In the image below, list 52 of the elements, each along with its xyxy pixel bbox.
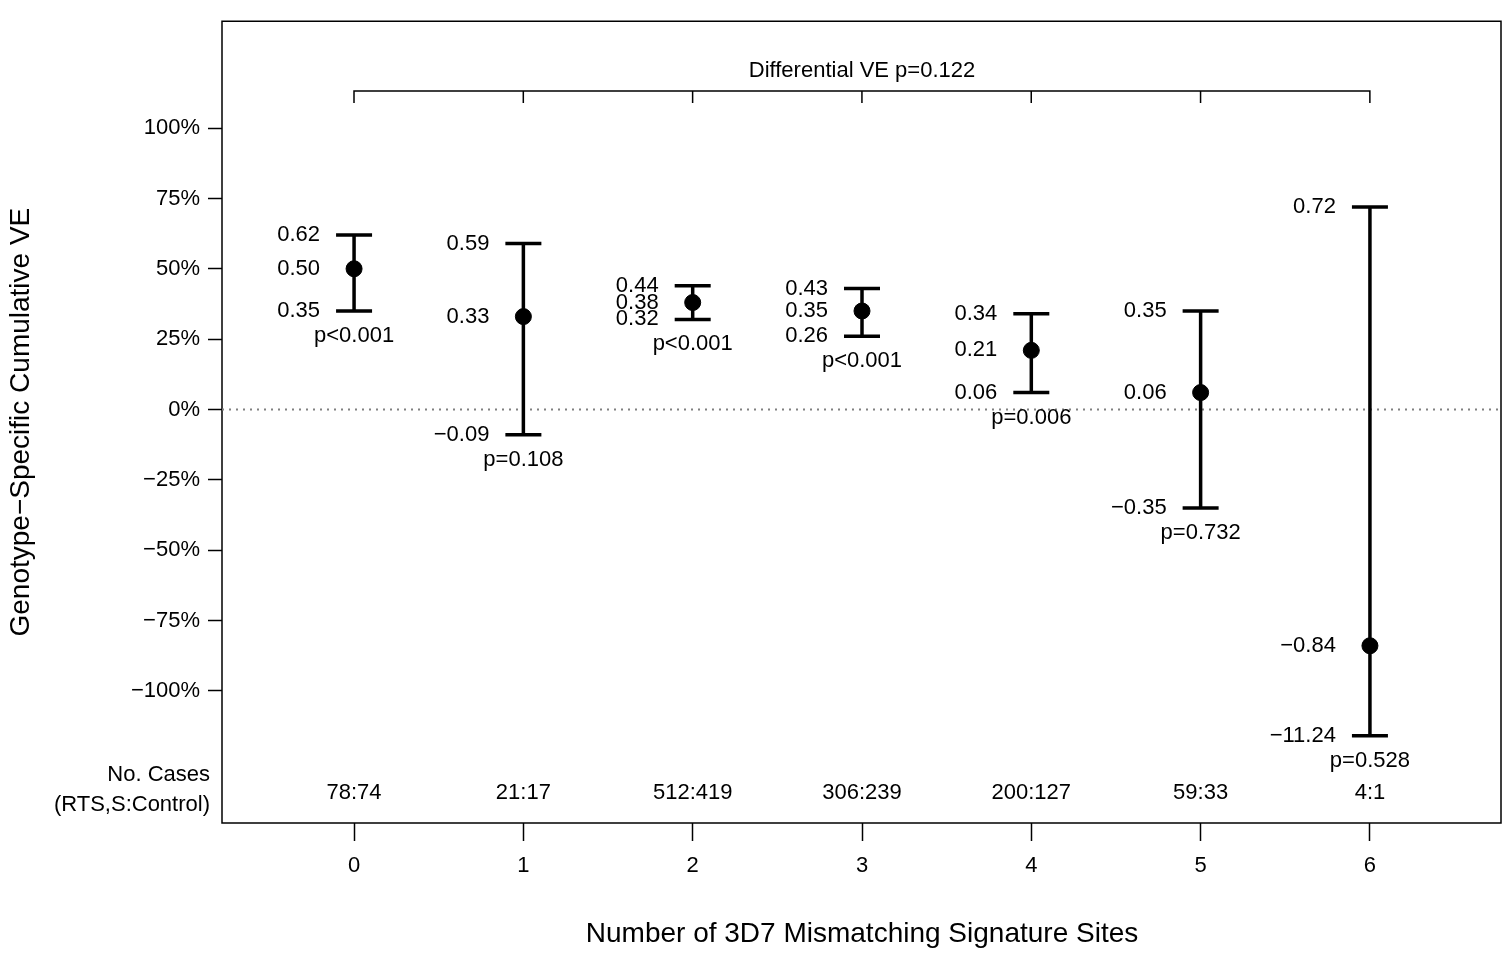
annotation: 0.35 [277,297,321,323]
annotation: 0.35 [1123,297,1167,323]
data-label: 0.35 [785,297,828,323]
annotation: 0.06 [954,378,998,404]
annotation: 59:33 [1173,779,1229,805]
x-tick-label: 0 [347,852,361,878]
y-axis-title: Genotype−Specific Cumulative VE [3,207,35,637]
annotation: 0.34 [954,299,998,325]
x-tick-label: 1 [517,852,530,878]
annotation: p<0.001 [652,330,733,356]
annotation: p<0.001 [821,347,903,373]
annotation: 21:17 [495,779,551,805]
y-tick-label: −100% [130,676,200,702]
annotation: 0.72 [1293,192,1336,218]
y-tick-label: −75% [143,606,200,632]
annotation: p<0.001 [313,322,395,348]
x-tick-label: 2 [686,852,699,878]
annotation: 512:419 [652,779,733,805]
x-tick-label: 4 [1025,852,1038,878]
annotation: 4:1 [1354,779,1386,805]
annotation: 0.59 [446,229,490,255]
y-tick-label: 50% [155,254,200,280]
annotation: 200:127 [991,779,1072,805]
annotation: 78:74 [326,779,382,805]
data-label: 0.33 [446,302,490,328]
annotation: Differential VE p=0.122 [748,57,976,83]
y-tick-label: −25% [143,465,200,491]
annotation: −11.24 [1269,721,1336,747]
annotation: p=0.528 [1329,746,1411,772]
x-tick-label: 3 [855,852,869,878]
y-tick-label: 25% [155,325,200,351]
y-tick-label: 75% [155,184,200,210]
annotation: 0.43 [785,274,828,300]
x-tick-label: 5 [1194,852,1207,878]
annotation: p=0.732 [1160,518,1241,544]
data-label: −0.84 [1280,631,1336,657]
data-label: 0.50 [277,254,321,280]
x-axis-title: Number of 3D7 Mismatching Signature Sites [585,916,1139,948]
y-tick-label: −50% [143,536,200,562]
x-tick-label: 6 [1363,852,1377,878]
data-label: 0.06 [1123,378,1167,404]
annotation: 0.26 [785,322,828,348]
y-tick-label: 0% [168,395,200,421]
y-tick-label: 100% [143,114,200,140]
text: No. Cases (RTS,S:Control) [53,761,210,817]
annotation: 306:239 [822,779,902,805]
annotation: 0.62 [277,221,321,247]
annotation: p=0.006 [991,403,1072,429]
annotation: −0.09 [433,420,490,446]
annotation: −0.35 [1110,493,1167,519]
annotation: p=0.108 [483,445,564,471]
data-label: 0.21 [954,336,998,362]
